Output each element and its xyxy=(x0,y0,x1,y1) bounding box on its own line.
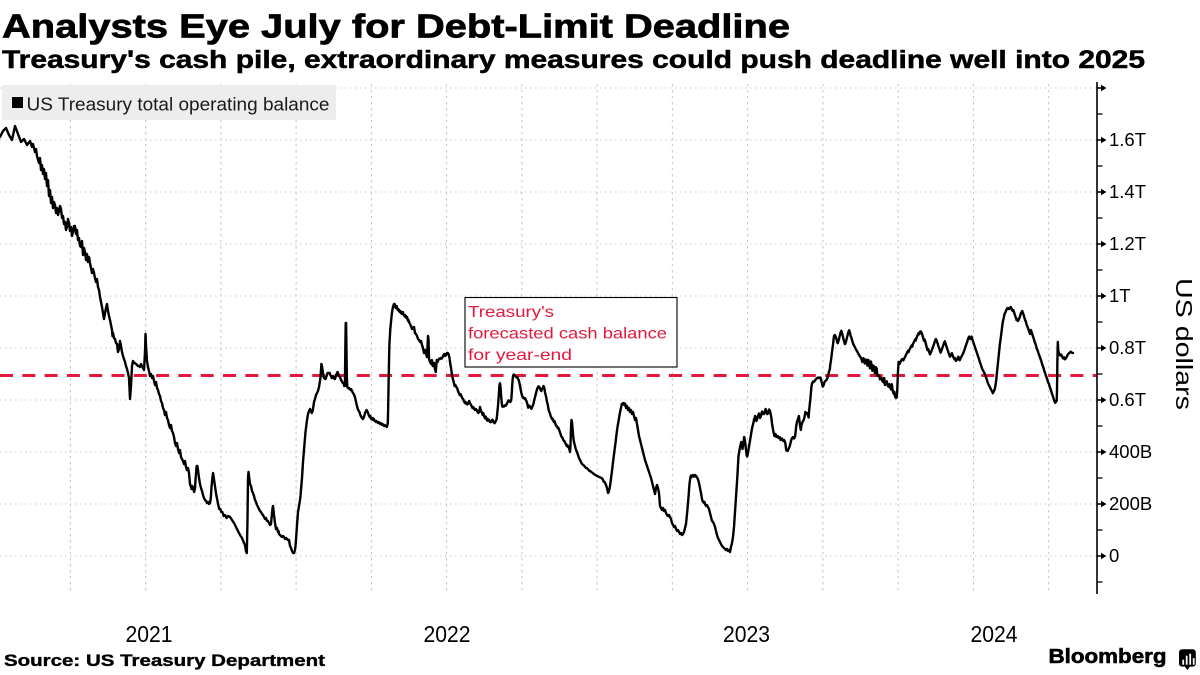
svg-text:Source: US Treasury Department: Source: US Treasury Department xyxy=(4,652,326,670)
svg-text:1.2T: 1.2T xyxy=(1109,233,1146,254)
svg-text:200B: 200B xyxy=(1109,493,1152,514)
svg-text:Treasury's cash pile, extraord: Treasury's cash pile, extraordinary meas… xyxy=(2,46,1145,74)
svg-text:Treasury's: Treasury's xyxy=(468,304,554,321)
svg-text:2022: 2022 xyxy=(424,621,471,647)
svg-text:1T: 1T xyxy=(1109,285,1131,306)
svg-text:2023: 2023 xyxy=(723,621,770,647)
svg-text:forecasted cash balance: forecasted cash balance xyxy=(468,326,667,343)
svg-text:US dollars: US dollars xyxy=(1171,278,1197,410)
svg-text:400B: 400B xyxy=(1109,441,1152,462)
svg-text:0.6T: 0.6T xyxy=(1109,389,1146,410)
svg-text:for year-end: for year-end xyxy=(468,347,572,364)
svg-text:0.8T: 0.8T xyxy=(1109,337,1146,358)
svg-text:US Treasury total operating ba: US Treasury total operating balance xyxy=(27,94,330,115)
svg-text:2021: 2021 xyxy=(126,621,173,647)
svg-text:1.4T: 1.4T xyxy=(1109,181,1146,202)
svg-text:Bloomberg: Bloomberg xyxy=(1049,646,1167,668)
svg-text:2024: 2024 xyxy=(971,621,1018,647)
svg-text:1.6T: 1.6T xyxy=(1109,129,1146,150)
svg-text:Analysts Eye July for Debt-Lim: Analysts Eye July for Debt-Limit Deadlin… xyxy=(2,8,790,45)
svg-text:0: 0 xyxy=(1109,545,1119,566)
